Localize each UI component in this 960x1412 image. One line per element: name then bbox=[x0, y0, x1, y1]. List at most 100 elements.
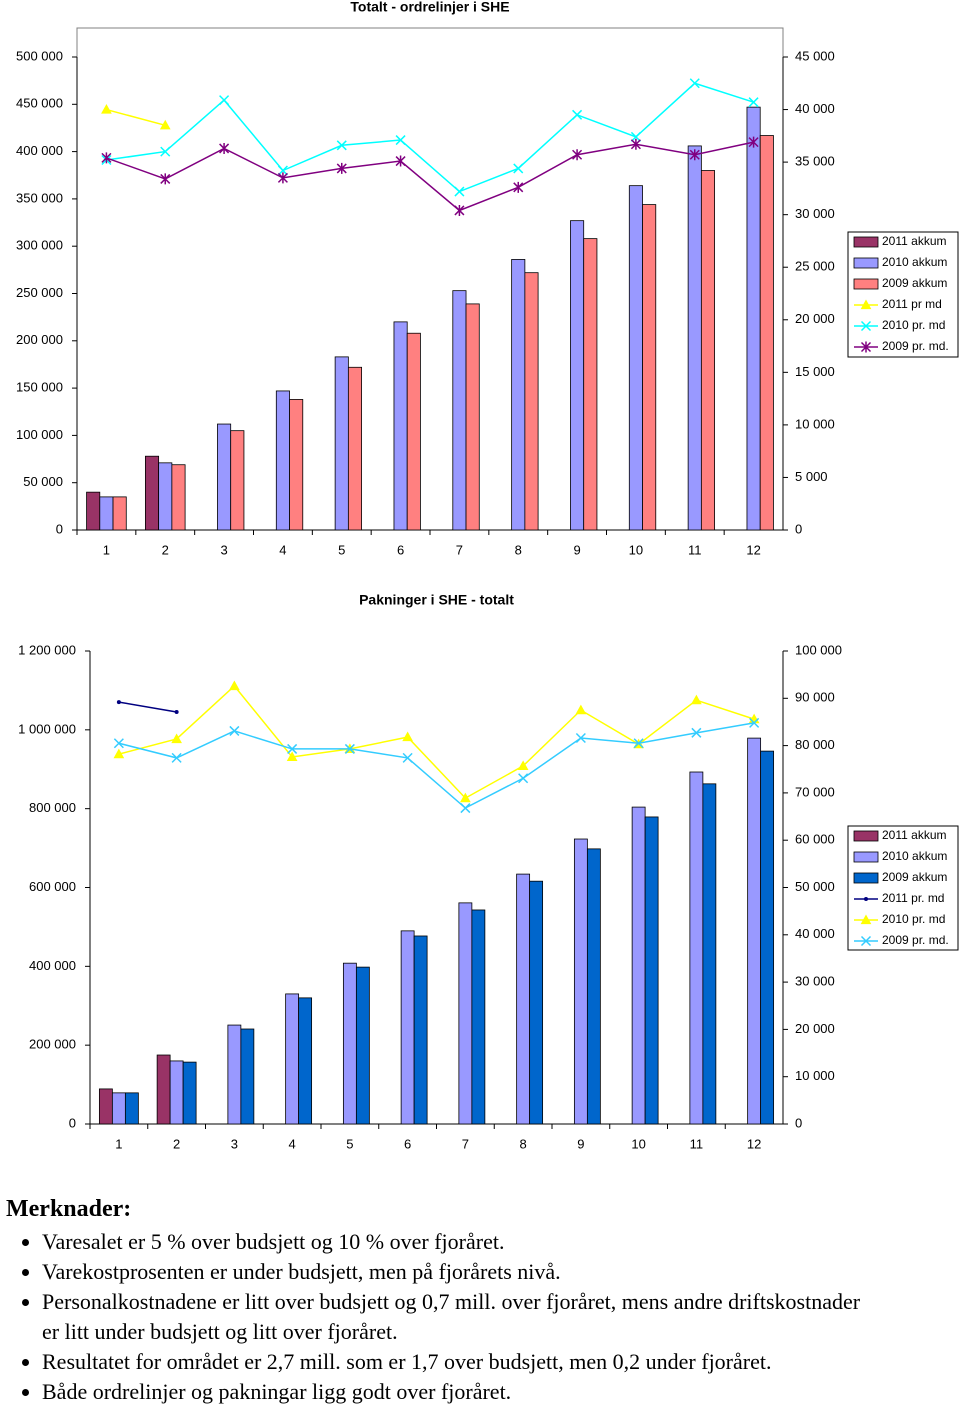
y-tick-label: 400 000 bbox=[16, 143, 63, 158]
marker bbox=[171, 733, 182, 744]
legend-label: 2011 akkum bbox=[882, 828, 946, 842]
legend-label: 2011 pr. md bbox=[882, 891, 944, 905]
x-tick-label: 2 bbox=[173, 1136, 180, 1151]
legend-marker bbox=[864, 897, 868, 901]
marker bbox=[689, 149, 700, 161]
bar bbox=[355, 966, 370, 1125]
legend-label: 2009 akkum bbox=[882, 870, 947, 884]
y-tick-label: 250 000 bbox=[16, 285, 63, 300]
y2-tick-label: 0 bbox=[795, 1115, 802, 1130]
bar bbox=[217, 423, 232, 531]
y2-tick-label: 10 000 bbox=[795, 1068, 835, 1083]
bar bbox=[458, 902, 473, 1125]
bar bbox=[169, 1060, 184, 1125]
chart-title: Totalt - ordrelinjer i SHE bbox=[350, 0, 509, 15]
legend-marker bbox=[860, 914, 872, 925]
bar bbox=[158, 462, 173, 531]
x-tick-label: 5 bbox=[338, 542, 345, 557]
x-tick-label: 4 bbox=[289, 1136, 296, 1151]
bar bbox=[586, 848, 601, 1125]
y2-tick-label: 70 000 bbox=[795, 784, 835, 799]
marker bbox=[287, 743, 298, 754]
x-tick-label: 9 bbox=[573, 542, 580, 557]
x-tick-label: 3 bbox=[231, 1136, 238, 1151]
line-series bbox=[118, 722, 755, 809]
marker bbox=[101, 152, 112, 164]
marker bbox=[160, 173, 171, 185]
marker bbox=[454, 204, 465, 216]
y-tick-label: 600 000 bbox=[29, 879, 76, 894]
legend-marker bbox=[860, 341, 872, 353]
marker bbox=[159, 119, 171, 130]
y2-tick-label: 5 000 bbox=[795, 469, 828, 484]
legend-label: 2010 akkum bbox=[882, 255, 947, 269]
notes-list: Varesalet er 5 % over budsjett og 10 % o… bbox=[6, 1227, 862, 1407]
bar bbox=[334, 356, 349, 531]
legend-label: 2010 pr. md bbox=[882, 912, 945, 926]
marker bbox=[277, 165, 288, 176]
marker bbox=[344, 743, 355, 754]
x-tick-label: 10 bbox=[629, 542, 643, 557]
y2-tick-label: 60 000 bbox=[795, 832, 835, 847]
bar bbox=[230, 430, 245, 531]
bar bbox=[86, 491, 101, 531]
y-tick-label: 200 000 bbox=[29, 1037, 76, 1052]
y-tick-label: 300 000 bbox=[16, 238, 63, 253]
y2-tick-label: 40 000 bbox=[795, 926, 835, 941]
x-tick-label: 4 bbox=[279, 542, 286, 557]
marker bbox=[101, 104, 112, 114]
bar bbox=[342, 962, 357, 1125]
marker bbox=[160, 146, 171, 157]
marker bbox=[402, 731, 413, 742]
bar bbox=[406, 332, 421, 531]
bar bbox=[240, 1028, 255, 1125]
marker bbox=[219, 142, 230, 154]
bar bbox=[413, 935, 428, 1125]
x-tick-label: 6 bbox=[404, 1136, 411, 1151]
bar bbox=[746, 106, 761, 531]
y-tick-label: 450 000 bbox=[16, 96, 63, 111]
notes-title: Merknader: bbox=[6, 1196, 132, 1222]
marker bbox=[630, 138, 641, 150]
line-series bbox=[118, 701, 177, 713]
x-tick-label: 1 bbox=[103, 542, 110, 557]
bar bbox=[689, 771, 704, 1125]
marker bbox=[229, 725, 240, 736]
marker bbox=[517, 760, 529, 771]
line-series bbox=[118, 684, 755, 800]
marker bbox=[689, 78, 700, 89]
legend-label: 2011 pr md bbox=[882, 297, 942, 311]
bar bbox=[583, 238, 598, 531]
bar bbox=[759, 135, 774, 531]
x-tick-label: 6 bbox=[397, 542, 404, 557]
bar bbox=[289, 399, 304, 531]
marker bbox=[277, 172, 288, 184]
x-tick-label: 5 bbox=[346, 1136, 353, 1151]
bar bbox=[400, 930, 415, 1125]
marker bbox=[395, 135, 406, 146]
bar bbox=[144, 455, 160, 531]
bar bbox=[275, 390, 290, 531]
bar bbox=[393, 321, 408, 531]
x-tick-label: 8 bbox=[515, 542, 522, 557]
bar bbox=[227, 1024, 242, 1125]
bar bbox=[171, 464, 186, 531]
x-tick-label: 7 bbox=[456, 542, 463, 557]
y2-tick-label: 30 000 bbox=[795, 974, 835, 989]
charts: Totalt - ordrelinjer i SHE 0 50 000 100 000… bbox=[16, 0, 959, 1151]
legend-box bbox=[847, 231, 959, 358]
marker bbox=[336, 162, 347, 174]
y-tick-label: 400 000 bbox=[29, 958, 76, 973]
marker bbox=[113, 738, 124, 749]
bar bbox=[700, 170, 716, 531]
y-tick-label: 1 000 000 bbox=[18, 721, 76, 736]
marker bbox=[454, 186, 465, 197]
bar bbox=[573, 838, 588, 1125]
marker bbox=[113, 748, 125, 759]
legend-swatch bbox=[853, 236, 879, 248]
y-tick-label: 800 000 bbox=[29, 800, 76, 815]
y-tick-label: 0 bbox=[69, 1115, 76, 1130]
legend-marker bbox=[860, 935, 872, 947]
bar bbox=[347, 366, 363, 531]
